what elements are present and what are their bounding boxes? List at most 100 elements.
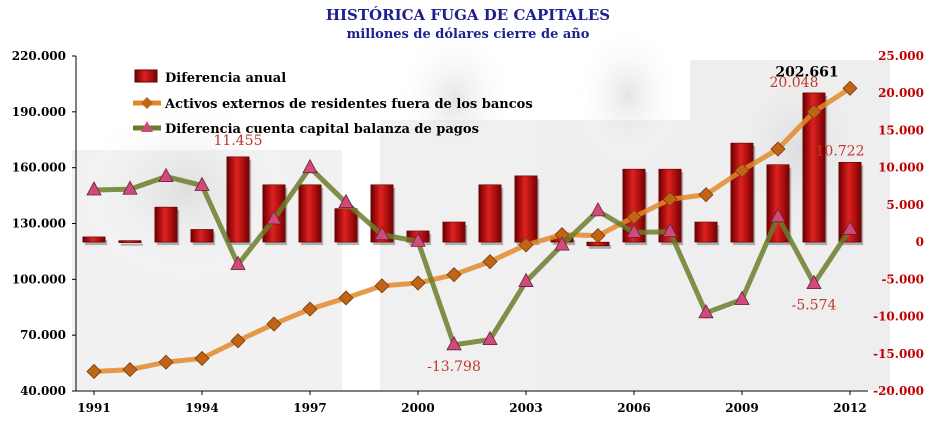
data-label: 202.661	[775, 64, 838, 80]
line-point	[122, 180, 138, 195]
line-point	[806, 104, 822, 120]
x-axis-tick-label: 2009	[725, 401, 758, 415]
line-point	[734, 290, 750, 305]
legend-swatch-marker	[141, 121, 153, 132]
line-point	[806, 274, 822, 290]
bar	[442, 221, 466, 243]
line-point	[662, 222, 678, 238]
x-axis-tick-label: 2003	[509, 401, 542, 415]
line-point	[194, 176, 210, 191]
legend-entry-label: Diferencia anual	[165, 71, 286, 86]
line-point	[770, 141, 786, 157]
data-label: -5.574	[792, 298, 837, 314]
right-axis-tick-label: 10.000	[878, 161, 924, 175]
right-axis-tick-label: 25.000	[878, 49, 924, 63]
right-axis-tick-label: 20.000	[878, 86, 924, 100]
bar-shadow	[84, 239, 108, 246]
line-point	[770, 207, 786, 223]
series-line	[93, 86, 852, 374]
line-point	[482, 330, 498, 346]
chart-subtitle: millones de dólares cierre de año	[347, 27, 590, 42]
legend-entry-label: Activos externos de residentes fuera de …	[164, 97, 533, 112]
line-point	[482, 254, 498, 270]
right-axis-tick-label: -10.000	[873, 310, 924, 324]
line-point	[734, 162, 750, 179]
bar	[334, 208, 358, 243]
right-axis-tick-label: -5.000	[881, 272, 924, 286]
left-axis-tick-label: 220.000	[12, 49, 66, 63]
bar-shadow	[120, 243, 144, 246]
bar	[190, 229, 214, 243]
line-point	[266, 316, 282, 332]
x-axis-tick-label: 1991	[77, 401, 110, 415]
right-axis-ticks: -20.000 -15.000 -10.000 -5.000 0 5.000 10.000 1…	[873, 49, 924, 398]
line-point	[158, 354, 174, 370]
line-point	[554, 236, 570, 251]
bar-series-diferencia-anual	[82, 92, 864, 249]
line-point	[446, 267, 462, 283]
line-series-activos-externos	[86, 80, 858, 380]
bar	[298, 184, 322, 243]
x-axis-ticks: 1991 1994 1997 2000 2003 2006 2009 2012	[77, 391, 867, 415]
data-label: 20.048	[770, 75, 819, 91]
left-axis-tick-label: 40.000	[20, 384, 66, 398]
line-point	[158, 167, 174, 183]
line-point	[842, 80, 858, 96]
line-point	[410, 275, 426, 291]
right-axis-tick-label: -15.000	[873, 347, 924, 361]
line-point	[374, 278, 390, 294]
series-line	[93, 165, 853, 348]
background-photo-region	[573, 25, 683, 165]
line-point	[194, 350, 210, 366]
bar	[622, 168, 646, 243]
line-point	[122, 362, 138, 378]
data-label: 10.722	[816, 143, 865, 159]
legend-entry-label: Diferencia cuenta capital balanza de pag…	[165, 122, 479, 137]
right-axis-tick-label: 5.000	[886, 198, 924, 212]
data-label: 11.455	[214, 133, 263, 149]
left-axis-tick-label: 160.000	[12, 161, 66, 175]
line-series-cuenta-capital	[86, 158, 858, 351]
right-axis-tick-label: -20.000	[873, 384, 924, 398]
line-point	[230, 255, 246, 270]
bar	[226, 156, 250, 243]
line-point	[230, 333, 246, 349]
background-photo-region	[395, 25, 515, 175]
line-point	[86, 363, 102, 380]
line-point	[86, 181, 102, 196]
bar	[514, 175, 538, 243]
left-axis-tick-label: 130.000	[12, 217, 66, 231]
line-point	[590, 202, 606, 217]
bar	[838, 161, 862, 243]
right-axis-tick-label: 15.000	[878, 123, 924, 137]
line-point	[698, 187, 714, 203]
line-point	[698, 303, 714, 319]
line-point	[374, 225, 390, 241]
bar	[802, 92, 826, 243]
legend-swatch-bar	[134, 69, 158, 83]
bar	[82, 236, 106, 243]
chart-title: HISTÓRICA FUGA DE CAPITALES	[326, 6, 610, 24]
left-axis-tick-label: 190.000	[12, 105, 66, 119]
bar	[154, 206, 178, 243]
line-point	[446, 335, 462, 351]
line-point	[338, 193, 354, 209]
bar	[694, 221, 718, 243]
line-point	[518, 272, 534, 287]
legend-swatch-marker	[141, 97, 153, 109]
bar-shadow	[588, 245, 612, 249]
data-label: -13.798	[427, 359, 481, 375]
line-point	[590, 228, 606, 244]
line-point	[266, 210, 282, 225]
line-point	[662, 191, 678, 207]
right-axis-tick-label: 0	[916, 235, 924, 249]
legend: Diferencia anual Activos externos de resi…	[133, 69, 533, 137]
line-point	[338, 290, 354, 306]
x-axis-tick-label: 1997	[293, 401, 326, 415]
line-point	[302, 158, 318, 174]
x-axis-tick-label: 1994	[185, 401, 218, 415]
left-axis-ticks: 40.000 70.000 100.000 130.000 160.000 190.000…	[12, 49, 76, 398]
